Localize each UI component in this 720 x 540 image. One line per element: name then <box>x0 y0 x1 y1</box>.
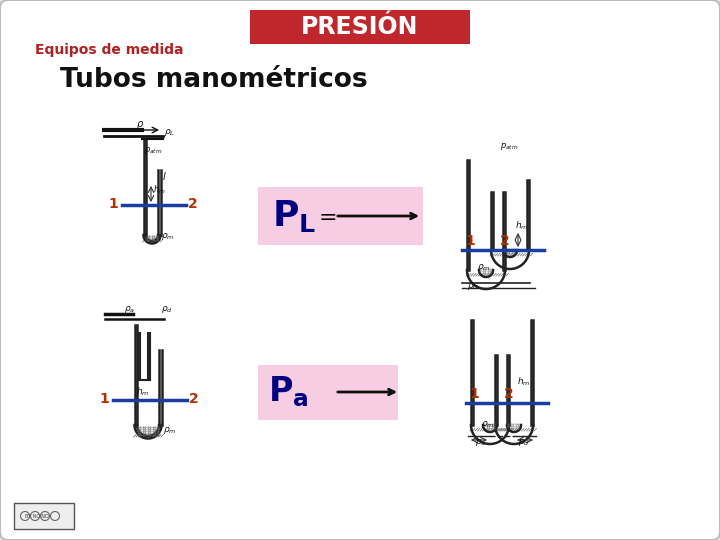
Text: $\rho_G$: $\rho_G$ <box>467 281 480 292</box>
Text: $\mathbf{P_a}$: $\mathbf{P_a}$ <box>268 375 309 409</box>
Text: $\rho$: $\rho$ <box>136 119 144 131</box>
Text: $p_{atm}$: $p_{atm}$ <box>145 145 163 156</box>
Text: 2: 2 <box>189 392 199 406</box>
Text: $=$: $=$ <box>314 206 336 226</box>
Text: $\rho_L$: $\rho_L$ <box>164 127 175 138</box>
Text: Tubos manométricos: Tubos manométricos <box>60 67 368 93</box>
FancyBboxPatch shape <box>250 10 470 44</box>
Text: 2: 2 <box>500 234 510 248</box>
Text: PRESIÓN: PRESIÓN <box>301 15 419 39</box>
Text: $\mathbf{P_L}$: $\mathbf{P_L}$ <box>272 198 316 234</box>
Text: $h_m$: $h_m$ <box>515 219 528 232</box>
Text: 1: 1 <box>469 387 479 401</box>
Text: $\rho_m$: $\rho_m$ <box>163 425 176 436</box>
Text: Equipos de medida: Equipos de medida <box>35 43 184 57</box>
Text: $\rho_m$: $\rho_m$ <box>481 419 495 430</box>
FancyBboxPatch shape <box>14 503 74 529</box>
Text: $h_m$: $h_m$ <box>153 184 166 197</box>
Text: $\rho_m$: $\rho_m$ <box>477 262 491 273</box>
FancyBboxPatch shape <box>258 187 423 245</box>
Text: $p_{atm}$: $p_{atm}$ <box>500 141 518 152</box>
Text: BY NC ND: BY NC ND <box>25 514 49 518</box>
FancyBboxPatch shape <box>258 365 398 420</box>
Text: 1: 1 <box>100 392 109 406</box>
Text: $p_a$: $p_a$ <box>475 437 486 448</box>
Text: $l$: $l$ <box>162 170 166 182</box>
Text: 1: 1 <box>109 197 119 211</box>
Text: $\rho_a$: $\rho_a$ <box>124 304 135 315</box>
Text: $\rho_m$: $\rho_m$ <box>161 231 174 242</box>
Text: 2: 2 <box>504 387 514 401</box>
Text: $h_m$: $h_m$ <box>517 376 531 388</box>
Text: $h_m$: $h_m$ <box>136 386 150 399</box>
Text: 2: 2 <box>188 197 198 211</box>
Text: 1: 1 <box>465 234 475 248</box>
Text: $\rho_d$: $\rho_d$ <box>161 304 173 315</box>
Text: $p_d$: $p_d$ <box>518 437 529 448</box>
